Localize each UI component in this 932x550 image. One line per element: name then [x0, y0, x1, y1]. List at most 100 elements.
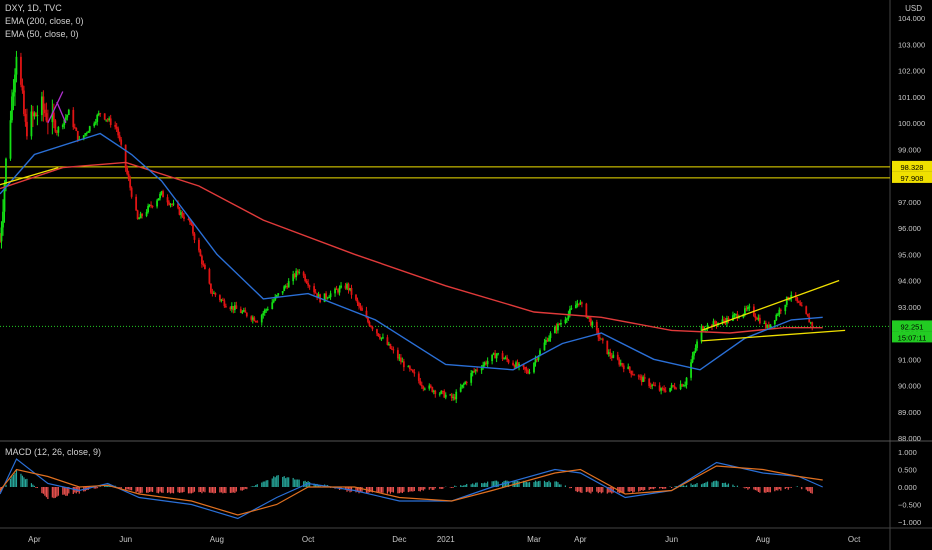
candle-body	[706, 324, 709, 329]
candle-body	[162, 191, 164, 198]
candle-body	[251, 317, 254, 320]
candle-body	[124, 144, 127, 169]
candle-body	[482, 364, 485, 369]
candle-body	[166, 197, 169, 203]
candle-body	[235, 305, 238, 309]
candle-body	[20, 56, 22, 85]
candle-body	[528, 372, 531, 374]
macd-tick-label: 0.000	[898, 483, 917, 492]
candle-body	[367, 317, 369, 322]
candle-body	[325, 293, 327, 298]
candle-body	[679, 384, 682, 389]
candle-body	[171, 204, 173, 206]
candle-body	[192, 224, 194, 234]
candle-body	[377, 333, 380, 337]
candle-body	[390, 348, 393, 350]
candle-body	[748, 306, 751, 308]
candle-body	[287, 281, 290, 288]
candle-body	[335, 288, 338, 290]
candle-body	[338, 287, 341, 293]
candle-body	[36, 115, 39, 117]
candle-body	[450, 394, 453, 398]
candle-body	[766, 325, 769, 328]
candle-body	[449, 394, 452, 396]
candle-body	[630, 370, 633, 375]
candle-body	[663, 388, 666, 391]
candle-body	[773, 320, 776, 325]
candle-body	[606, 340, 609, 354]
candle-body	[432, 390, 435, 392]
candle-body	[30, 111, 33, 137]
candle-body	[9, 120, 12, 159]
candle-body	[714, 321, 716, 324]
candle-body	[652, 384, 655, 386]
candle-body	[504, 357, 507, 359]
candle-body	[177, 203, 179, 208]
candle-body	[703, 329, 706, 331]
candle-body	[455, 391, 458, 400]
candle-body	[5, 158, 7, 185]
candle-body	[410, 369, 413, 371]
candle-body	[0, 241, 1, 243]
candle-body	[21, 84, 24, 91]
candle-body	[744, 308, 746, 315]
candle-body	[758, 317, 761, 324]
candle-body	[88, 126, 91, 132]
ema50-line	[0, 132, 823, 371]
candle-body	[618, 359, 621, 365]
macd-legend[interactable]: MACD (12, 26, close, 9)	[5, 447, 102, 457]
candle-body	[307, 283, 310, 286]
candle-body	[340, 285, 342, 288]
candle-body	[317, 294, 320, 298]
candle-body	[648, 378, 651, 387]
price-tick-label: 90.000	[898, 382, 921, 391]
candle-body	[797, 301, 800, 303]
candle-body	[533, 362, 535, 373]
candle-body	[696, 341, 698, 349]
candle-body	[736, 314, 739, 319]
price-tick-label: 104.000	[898, 14, 925, 23]
candle-body	[712, 321, 715, 327]
candle-body	[452, 396, 455, 398]
candle-body	[389, 343, 392, 349]
candle-body	[337, 289, 339, 293]
candle-body	[784, 304, 787, 312]
time-tick-label: Aug	[210, 535, 224, 544]
candle-body	[422, 386, 425, 389]
candle-body	[685, 377, 688, 385]
ema200-legend[interactable]: EMA (200, close, 0)	[5, 16, 84, 26]
candle-body	[799, 302, 802, 306]
symbol-legend[interactable]: DXY, 1D, TVC	[5, 3, 62, 13]
candle-body	[763, 322, 766, 324]
candle-body	[546, 340, 549, 342]
candle-body	[423, 388, 426, 390]
candle-body	[485, 362, 488, 365]
candle-body	[14, 74, 16, 93]
horizontal-levels	[0, 166, 890, 327]
candle-body	[545, 340, 547, 343]
candle-body	[323, 293, 326, 303]
candle-body	[67, 109, 70, 115]
candle-body	[462, 383, 465, 385]
candle-body	[401, 361, 404, 363]
candle-body	[361, 307, 363, 311]
candle-body	[549, 333, 552, 339]
candle-body	[359, 306, 362, 308]
time-tick-label: Aug	[756, 535, 770, 544]
time-tick-label: Jun	[119, 535, 132, 544]
candle-body	[769, 324, 772, 328]
ema50-legend[interactable]: EMA (50, close, 0)	[5, 29, 79, 39]
candle-body	[76, 130, 79, 140]
candle-body	[328, 297, 330, 299]
candle-body	[12, 92, 15, 97]
candle-body	[135, 196, 138, 211]
candle-body	[157, 198, 160, 201]
candle-body	[198, 239, 200, 251]
candle-body	[304, 275, 307, 281]
price-tick-label: 103.000	[898, 40, 925, 49]
candle-body	[316, 293, 319, 298]
candle-body	[723, 319, 725, 321]
candle-body	[159, 193, 161, 199]
candle-body	[293, 274, 296, 278]
